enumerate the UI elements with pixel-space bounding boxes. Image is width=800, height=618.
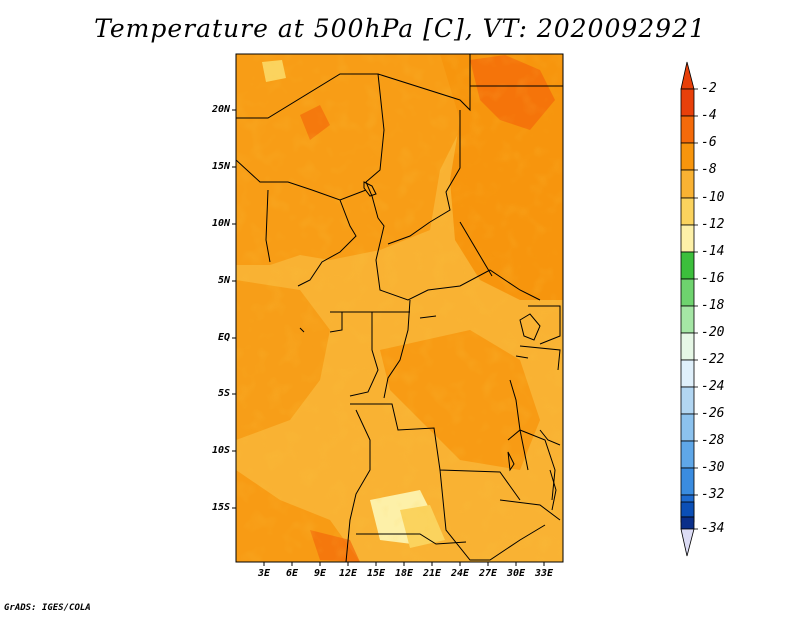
colorbar-label-m20: -20 — [701, 325, 725, 340]
country-borders — [236, 54, 563, 562]
lon-label-30e: 30E — [506, 568, 526, 579]
colorbar-top-arrow — [680, 61, 695, 90]
map-title: Temperature at 500hPa [C], VT: 202009292… — [94, 14, 706, 43]
colorbar-label-m26: -26 — [701, 406, 725, 421]
colorbar-label-m4: -4 — [701, 108, 717, 123]
lat-label-eq: EQ — [217, 332, 230, 343]
lat-label-20n: 20N — [211, 104, 230, 115]
colorbar-label-m16: -16 — [701, 271, 725, 286]
colorbar-label-m28: -28 — [701, 433, 725, 448]
colorbar-label-m24: -24 — [701, 379, 725, 394]
colorbar — [680, 61, 695, 557]
lon-label-15e: 15E — [366, 568, 386, 579]
lat-label-5s: 5S — [217, 388, 230, 399]
colorbar-ticks — [694, 88, 698, 530]
lon-label-24e: 24E — [450, 568, 470, 579]
lat-label-15s: 15S — [211, 502, 230, 513]
colorbar-label-m22: -22 — [701, 352, 725, 367]
colorbar-label-m30: -30 — [701, 460, 725, 475]
colorbar-label-m6: -6 — [701, 135, 717, 150]
colorbar-label-m2: -2 — [701, 81, 717, 96]
colorbar-label-m14: -14 — [701, 244, 725, 259]
colorbar-label-m18: -18 — [701, 298, 725, 313]
lon-label-21e: 21E — [422, 568, 442, 579]
colorbar-label-m8: -8 — [701, 162, 717, 177]
lat-label-10s: 10S — [211, 445, 230, 456]
lake-outlines — [299, 181, 561, 511]
lon-label-6e: 6E — [285, 568, 299, 579]
lon-label-9e: 9E — [313, 568, 327, 579]
colorbar-bottom-arrow — [680, 528, 695, 557]
lon-label-27e: 27E — [478, 568, 498, 579]
footer-credit: GrADS: IGES/COLA — [4, 603, 91, 613]
colorbar-label-m32: -32 — [701, 487, 725, 502]
lon-label-33e: 33E — [534, 568, 554, 579]
lon-label-18e: 18E — [394, 568, 414, 579]
colorbar-label-m12: -12 — [701, 217, 725, 232]
lon-label-12e: 12E — [338, 568, 358, 579]
temperature-field — [236, 54, 563, 562]
lat-label-15n: 15N — [211, 161, 230, 172]
lon-ticks — [263, 562, 545, 566]
colorbar-label-m34: -34 — [701, 521, 725, 536]
lat-label-5n: 5N — [217, 275, 230, 286]
plot-frame — [235, 53, 564, 563]
lon-label-3e: 3E — [257, 568, 271, 579]
lat-ticks — [232, 109, 236, 509]
colorbar-label-m10: -10 — [701, 190, 725, 205]
field-texture — [236, 54, 563, 562]
lat-label-10n: 10N — [211, 218, 230, 229]
